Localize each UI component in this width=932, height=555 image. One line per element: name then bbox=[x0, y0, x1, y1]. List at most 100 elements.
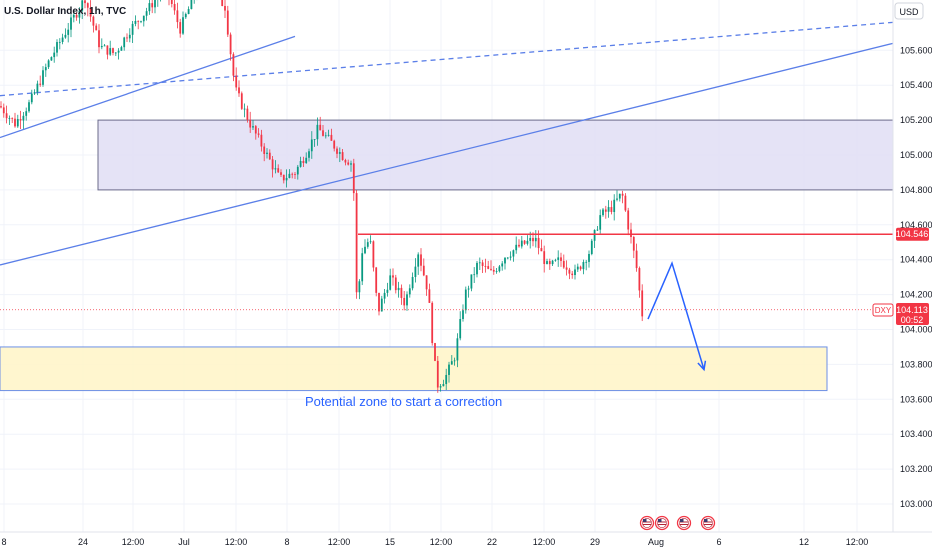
candle-body bbox=[134, 20, 137, 24]
x-tick-label: 24 bbox=[78, 537, 88, 547]
candle-body bbox=[294, 174, 296, 175]
candle-body bbox=[515, 244, 518, 251]
us-flag-icon[interactable] bbox=[700, 515, 716, 531]
candle-body bbox=[243, 108, 246, 110]
candle-body bbox=[39, 83, 42, 85]
x-tick-label: 22 bbox=[487, 537, 497, 547]
candle-body bbox=[456, 338, 459, 361]
candle-body bbox=[576, 266, 579, 270]
y-tick-label: 105.600 bbox=[900, 45, 932, 55]
us-flag-icon[interactable] bbox=[654, 515, 670, 531]
candle-body bbox=[14, 118, 16, 127]
candle-body bbox=[123, 37, 126, 48]
candle-body bbox=[117, 50, 120, 53]
x-tick-label: 6 bbox=[716, 537, 721, 547]
x-tick-label: 12:00 bbox=[533, 537, 556, 547]
candle-body bbox=[140, 21, 142, 23]
support_zone[interactable] bbox=[0, 346, 828, 392]
y-tick-label: 103.200 bbox=[900, 464, 932, 474]
candle-body bbox=[439, 386, 442, 388]
us-flag-icon[interactable] bbox=[676, 515, 692, 531]
candle-body bbox=[67, 29, 70, 35]
levels bbox=[0, 233, 893, 311]
currency-button[interactable]: USD bbox=[894, 2, 924, 20]
candle-body bbox=[389, 275, 392, 290]
candle-body bbox=[448, 364, 450, 375]
candle-body bbox=[366, 242, 369, 247]
candle-body bbox=[341, 152, 344, 160]
projection-arrow[interactable] bbox=[647, 261, 707, 372]
candle-body bbox=[347, 162, 350, 165]
candle-body bbox=[593, 229, 596, 241]
candle-body bbox=[408, 288, 411, 295]
candle-body bbox=[53, 52, 56, 58]
event-icons[interactable] bbox=[639, 515, 716, 531]
candle-body bbox=[42, 70, 44, 85]
candle-body bbox=[369, 241, 372, 243]
lower-trendline[interactable] bbox=[0, 42, 894, 266]
candle-body bbox=[548, 261, 551, 265]
candle-body bbox=[313, 139, 316, 140]
candle-body bbox=[383, 292, 386, 299]
projection-path bbox=[647, 261, 705, 370]
y-tick-label: 103.000 bbox=[900, 499, 932, 509]
candle-body bbox=[602, 209, 604, 216]
candle-body bbox=[70, 17, 72, 30]
candle-body bbox=[490, 268, 492, 270]
candle-body bbox=[406, 294, 408, 306]
y-tick-label: 103.800 bbox=[900, 359, 932, 369]
time-axis[interactable] bbox=[0, 532, 932, 550]
ticker-tag: DXY 104.113 00:52 bbox=[872, 303, 929, 325]
trendlines bbox=[0, 21, 894, 266]
candle-body bbox=[484, 265, 487, 267]
candle-body bbox=[47, 60, 50, 68]
candle-body bbox=[358, 281, 361, 293]
candle-body bbox=[8, 118, 11, 119]
candle-body bbox=[506, 257, 509, 259]
x-tick-label: 8 bbox=[284, 537, 289, 547]
x-tick-label: 12:00 bbox=[328, 537, 351, 547]
candle-body bbox=[571, 273, 574, 276]
candle-body bbox=[263, 146, 266, 154]
candle-body bbox=[492, 269, 495, 272]
short-rising-line[interactable] bbox=[0, 35, 296, 139]
candle-body bbox=[106, 45, 109, 55]
candle-body bbox=[238, 87, 240, 94]
candle-body bbox=[274, 168, 277, 170]
candle-body bbox=[92, 16, 95, 26]
candle-body bbox=[232, 54, 235, 76]
ticker-price: 104.113 bbox=[896, 305, 928, 315]
candle-body bbox=[364, 246, 366, 254]
candle-body bbox=[635, 250, 638, 269]
y-tick-label: 103.400 bbox=[900, 429, 932, 439]
candle-body bbox=[618, 193, 621, 199]
resistance_zone[interactable] bbox=[97, 119, 894, 191]
candle-body bbox=[280, 172, 282, 175]
candle-body bbox=[114, 52, 117, 54]
candle-body bbox=[128, 34, 131, 39]
candle-body bbox=[19, 119, 22, 121]
candle-body bbox=[599, 215, 602, 230]
candle-body bbox=[532, 237, 534, 242]
candle-body bbox=[221, 0, 224, 6]
zones bbox=[0, 119, 894, 392]
candle-body bbox=[28, 102, 30, 112]
price-scale[interactable] bbox=[893, 0, 932, 550]
candle-body bbox=[512, 250, 515, 257]
candle-body bbox=[154, 0, 156, 8]
candle-body bbox=[632, 237, 635, 251]
candle-body bbox=[392, 275, 394, 278]
candle-body bbox=[229, 34, 232, 55]
candle-body bbox=[190, 0, 193, 10]
candle-body bbox=[585, 261, 588, 263]
us-flag-icon[interactable] bbox=[639, 515, 655, 531]
candle-body bbox=[252, 126, 254, 128]
candle-body bbox=[25, 111, 28, 116]
ticker-symbol: DXY bbox=[875, 306, 892, 315]
candle-body bbox=[322, 130, 324, 136]
candle-body bbox=[257, 133, 260, 135]
candle-body bbox=[131, 23, 134, 35]
candle-body bbox=[95, 25, 98, 31]
